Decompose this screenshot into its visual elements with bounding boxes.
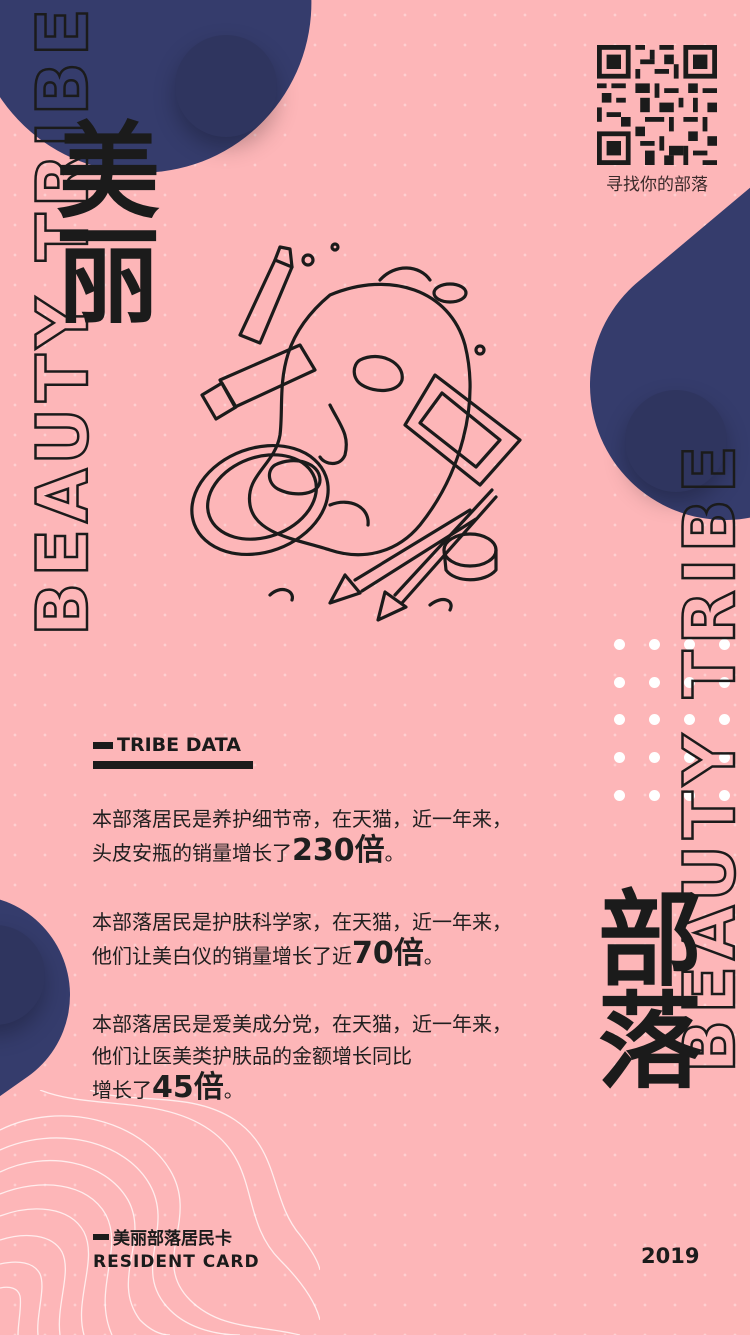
paragraph-line: 本部落居民是爱美成分党，在天猫，近一年来，	[92, 1008, 512, 1040]
navy-knob-top-left	[175, 35, 277, 137]
footer-card: 美丽部落居民卡 RESIDENT CARD	[93, 1224, 260, 1272]
footer-card-cn-row: 美丽部落居民卡	[93, 1224, 260, 1249]
text: 。	[224, 1078, 244, 1102]
text: 。	[385, 841, 405, 865]
text: 头皮安瓶的销量增长了	[92, 841, 292, 865]
contour-lines-decoration	[0, 1090, 320, 1335]
text: 。	[424, 944, 444, 968]
paragraph-line: 本部落居民是护肤科学家，在天猫，近一年来，	[92, 906, 512, 938]
footer-year: 2019	[641, 1244, 699, 1268]
data-paragraph-1: 本部落居民是养护细节帝，在天猫，近一年来， 头皮安瓶的销量增长了230倍。	[92, 803, 512, 869]
highlight-value: 45倍	[152, 1070, 224, 1105]
heading-underline	[93, 761, 253, 769]
qr-caption: 寻找你的部落	[589, 170, 725, 195]
footer-card-en: RESIDENT CARD	[93, 1252, 260, 1272]
title-cn-mei: 美	[56, 120, 160, 224]
paragraph-line: 他们让美白仪的销量增长了近70倍。	[92, 938, 512, 972]
text: 他们让美白仪的销量增长了近	[92, 944, 352, 968]
title-cn-luo: 落	[598, 990, 702, 1094]
face-mask-illustration	[180, 235, 530, 625]
data-paragraph-3: 本部落居民是爱美成分党，在天猫，近一年来， 他们让医美类护肤品的金额增长同比 增…	[92, 1008, 512, 1106]
title-cn-bu: 部	[598, 888, 702, 992]
highlight-value: 230倍	[292, 833, 385, 868]
footer-card-cn: 美丽部落居民卡	[113, 1229, 232, 1249]
data-paragraph-2: 本部落居民是护肤科学家，在天猫，近一年来， 他们让美白仪的销量增长了近70倍。	[92, 906, 512, 972]
paragraph-line: 头皮安瓶的销量增长了230倍。	[92, 835, 512, 869]
paragraph-line: 本部落居民是养护细节帝，在天猫，近一年来，	[92, 803, 512, 835]
text: 增长了	[92, 1078, 152, 1102]
heading-bar	[93, 742, 113, 749]
qr-code-icon[interactable]	[597, 45, 717, 165]
heading-label: TRIBE DATA	[117, 734, 241, 756]
highlight-value: 70倍	[352, 936, 424, 971]
paragraph-line: 他们让医美类护肤品的金额增长同比	[92, 1040, 512, 1072]
section-heading: TRIBE DATA	[93, 734, 255, 769]
title-cn-li: 丽	[56, 225, 160, 329]
paragraph-line: 增长了45倍。	[92, 1072, 512, 1106]
footer-bar	[93, 1234, 109, 1240]
